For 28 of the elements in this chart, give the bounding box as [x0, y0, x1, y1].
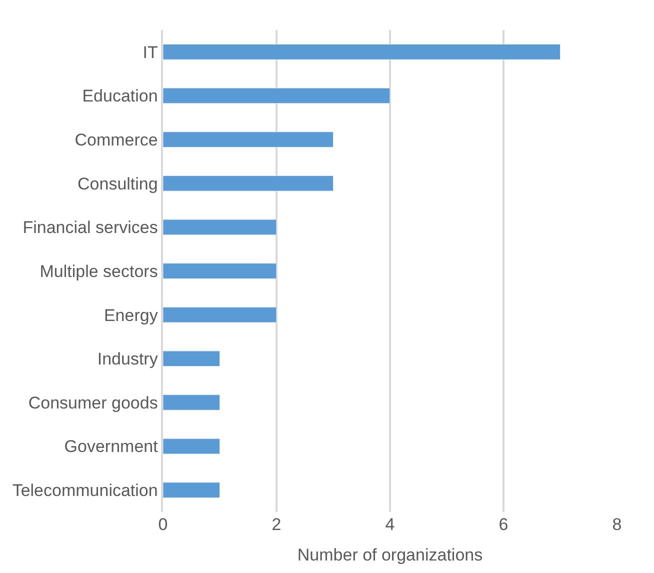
bar	[163, 44, 560, 60]
x-tick-label: 8	[612, 515, 622, 534]
y-tick-label: Commerce	[74, 130, 158, 150]
bar	[163, 350, 220, 367]
bar	[163, 88, 390, 104]
y-tick-label: Consumer goods	[28, 393, 158, 412]
bar	[163, 175, 334, 192]
bar	[163, 263, 277, 279]
bar	[163, 438, 220, 454]
bar	[163, 132, 334, 148]
y-tick-label: Consulting	[78, 174, 158, 194]
y-tick-label: IT	[142, 42, 158, 62]
bar	[163, 394, 220, 410]
x-tick-label: 4	[385, 515, 395, 534]
x-tick-label: 2	[272, 515, 282, 534]
y-tick-label: Telecommunication	[12, 481, 158, 500]
y-tick-label: Energy	[104, 306, 158, 325]
y-tick-label: Government	[64, 437, 158, 456]
bar	[163, 219, 277, 236]
x-axis-title: Number of organizations	[297, 545, 483, 564]
x-tick-label: 0	[158, 515, 168, 534]
bar	[163, 306, 277, 323]
y-tick-label: Financial services	[22, 218, 158, 238]
y-tick-label: Multiple sectors	[40, 262, 158, 281]
y-tick-label: Education	[82, 86, 158, 106]
x-tick-label: 6	[498, 515, 508, 534]
y-tick-label: Industry	[97, 350, 158, 369]
bar	[163, 482, 220, 498]
